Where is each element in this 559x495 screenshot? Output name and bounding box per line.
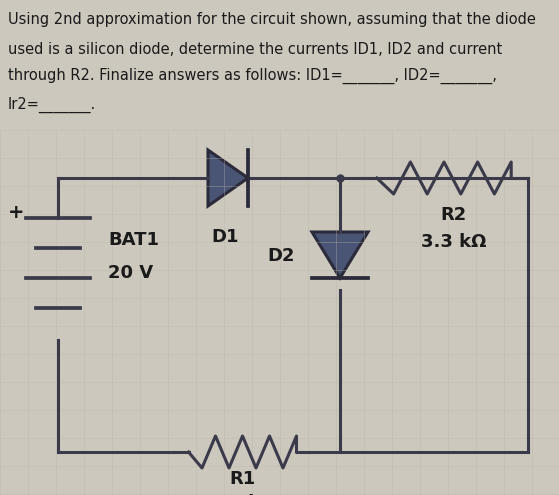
Text: R1: R1 bbox=[229, 470, 255, 488]
Text: through R2. Finalize answers as follows: ID1=_______, ID2=_______,: through R2. Finalize answers as follows:… bbox=[8, 68, 497, 84]
Text: Ir2=_______.: Ir2=_______. bbox=[8, 97, 96, 113]
Text: BAT1: BAT1 bbox=[108, 231, 159, 249]
Text: Using 2nd approximation for the circuit shown, assuming that the diode: Using 2nd approximation for the circuit … bbox=[8, 12, 536, 27]
Text: 20 V: 20 V bbox=[108, 264, 153, 282]
Text: +: + bbox=[8, 203, 24, 222]
Text: used is a silicon diode, determine the currents ID1, ID2 and current: used is a silicon diode, determine the c… bbox=[8, 42, 502, 57]
Text: 5.6 kΩ: 5.6 kΩ bbox=[210, 494, 275, 495]
Text: 3.3 kΩ: 3.3 kΩ bbox=[421, 233, 487, 251]
Text: D2: D2 bbox=[268, 247, 295, 265]
Text: R2: R2 bbox=[441, 206, 467, 224]
Text: D1: D1 bbox=[211, 228, 239, 246]
Polygon shape bbox=[312, 232, 368, 278]
Polygon shape bbox=[208, 150, 248, 206]
